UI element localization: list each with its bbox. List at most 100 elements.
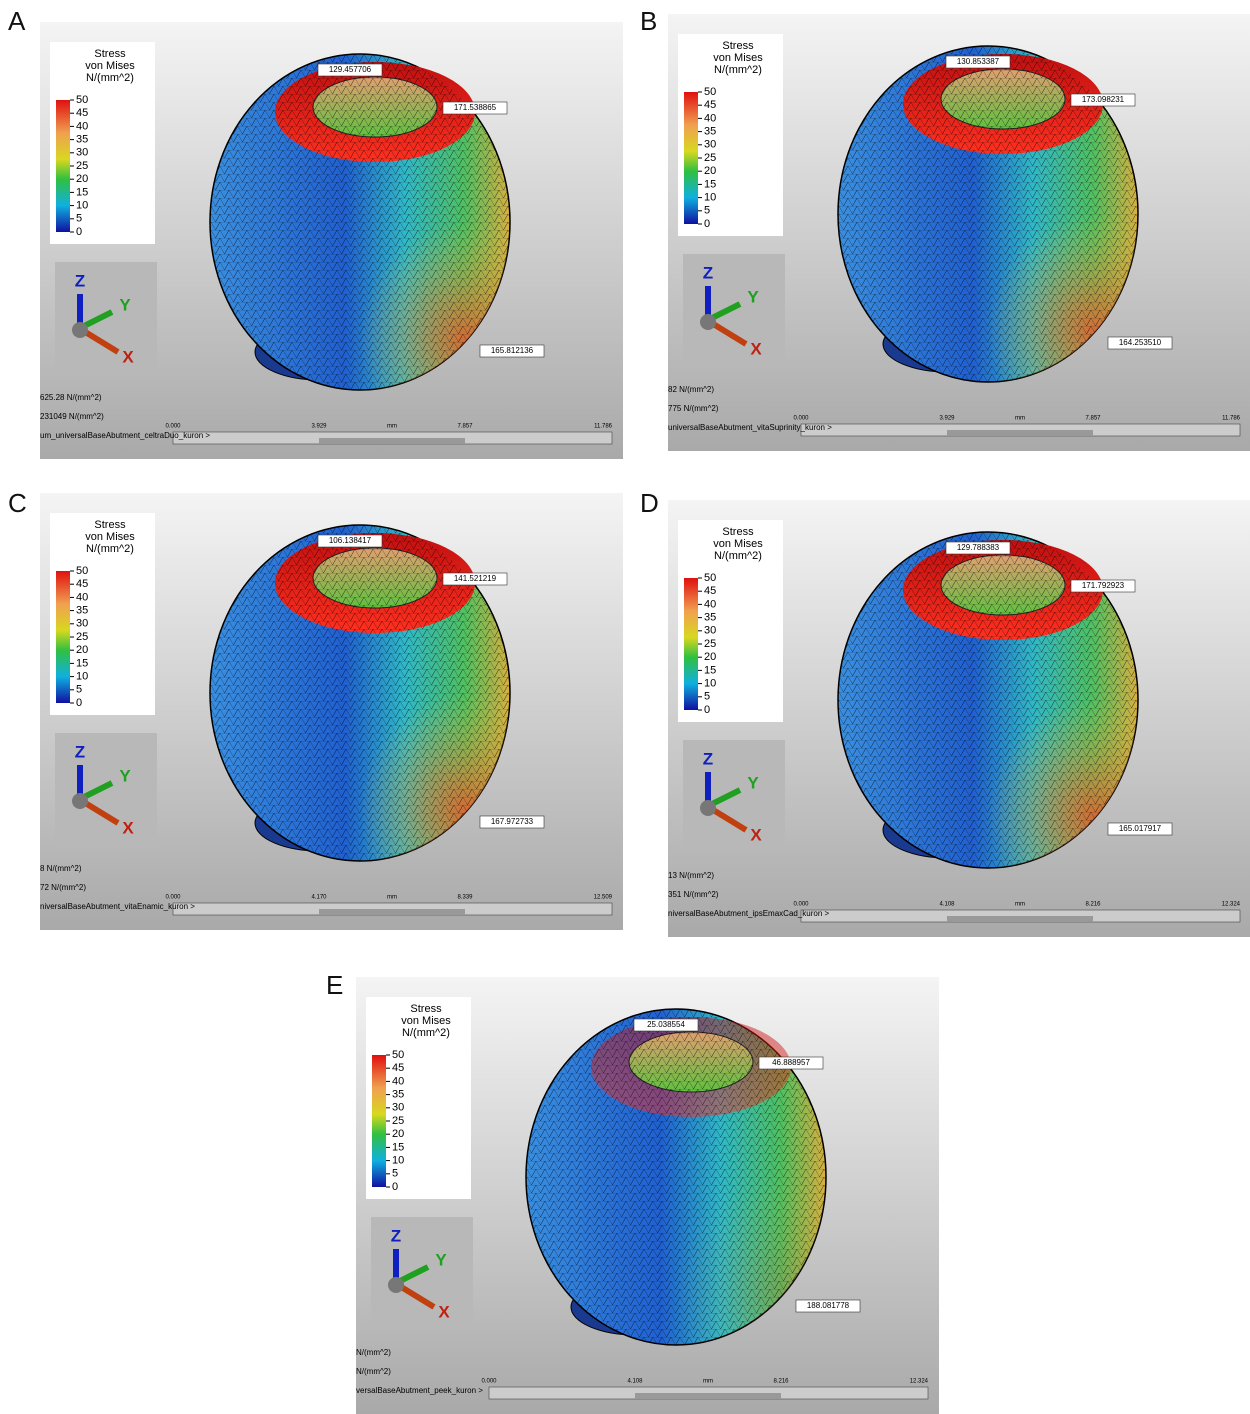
colorbar-label: 40 <box>392 1075 404 1087</box>
scale-seg <box>947 916 1093 922</box>
colorbar-label: 5 <box>704 205 710 217</box>
colorbar-label: 50 <box>704 86 716 98</box>
colorbar-label: 10 <box>76 200 88 212</box>
legend-title: N/(mm^2) <box>714 64 762 76</box>
colorbar-label: 15 <box>76 657 88 669</box>
model-name: um_universalBaseAbutment_celtraDuo_kuron… <box>40 431 210 440</box>
colorbar-label: 0 <box>704 218 710 230</box>
colorbar-label: 30 <box>704 139 716 151</box>
fea-panel: 129.457706171.538865165.812136Stressvon … <box>40 22 623 459</box>
axes-origin <box>700 314 716 330</box>
legend-title: von Mises <box>85 60 135 72</box>
scale-label: 8.339 <box>457 895 473 901</box>
colorbar <box>684 578 698 710</box>
legend-title: Stress <box>722 526 754 538</box>
axes-origin <box>700 800 716 816</box>
legend-title: N/(mm^2) <box>86 72 134 84</box>
colorbar-label: 25 <box>76 631 88 643</box>
axis-label: Y <box>747 287 759 306</box>
scale-label: 4.108 <box>939 902 955 908</box>
readout: N/(mm^2) <box>356 1367 391 1376</box>
annotation: 165.017917 <box>1119 824 1162 833</box>
scale-label: 8.216 <box>773 1379 789 1385</box>
scale-unit: mm <box>703 1379 713 1385</box>
axis-label: X <box>750 825 762 844</box>
axes-origin <box>72 793 88 809</box>
axes-box <box>55 733 157 847</box>
scale-unit: mm <box>1015 416 1025 422</box>
scale-unit: mm <box>387 895 397 901</box>
legend-title: von Mises <box>713 52 763 64</box>
colorbar-label: 25 <box>704 152 716 164</box>
colorbar-label: 40 <box>76 591 88 603</box>
colorbar-label: 0 <box>76 226 82 238</box>
legend-title: N/(mm^2) <box>86 543 134 555</box>
annotation: 25.038554 <box>647 1020 685 1029</box>
colorbar-label: 0 <box>392 1181 398 1193</box>
scale-label: 4.170 <box>311 895 327 901</box>
annotation: 164.253510 <box>1119 338 1162 347</box>
readout: 625.28 N/(mm^2) <box>40 393 102 402</box>
axes-origin <box>388 1277 404 1293</box>
legend-title: Stress <box>94 519 126 531</box>
legend-title: N/(mm^2) <box>714 550 762 562</box>
scale-label: 4.108 <box>627 1379 643 1385</box>
colorbar-label: 50 <box>704 572 716 584</box>
annotation: 129.457706 <box>329 65 372 74</box>
colorbar-label: 0 <box>76 697 82 709</box>
colorbar-label: 35 <box>76 605 88 617</box>
colorbar-label: 30 <box>76 618 88 630</box>
readout: 351 N/(mm^2) <box>668 890 719 899</box>
axis-label: Z <box>703 263 713 282</box>
colorbar-label: 5 <box>704 691 710 703</box>
model-name: versalBaseAbutment_peek_kuron > <box>356 1386 483 1395</box>
scale-label: 8.216 <box>1085 902 1101 908</box>
annotation: 171.792923 <box>1082 581 1125 590</box>
scale-label: 7.857 <box>1085 416 1101 422</box>
annotation: 171.538865 <box>454 103 497 112</box>
colorbar-label: 15 <box>392 1141 404 1153</box>
colorbar-label: 35 <box>704 126 716 138</box>
colorbar-label: 35 <box>76 134 88 146</box>
colorbar-label: 5 <box>76 684 82 696</box>
axis-label: Y <box>435 1250 447 1269</box>
axes-box <box>683 254 785 368</box>
colorbar-label: 45 <box>704 585 716 597</box>
colorbar-label: 15 <box>704 178 716 190</box>
colorbar-label: 0 <box>704 704 710 716</box>
colorbar-label: 40 <box>704 598 716 610</box>
colorbar-label: 30 <box>76 147 88 159</box>
annotation: 106.138417 <box>329 536 372 545</box>
scale-seg <box>319 909 465 915</box>
scale-unit: mm <box>387 424 397 430</box>
panel-letter: C <box>8 488 27 519</box>
colorbar-label: 5 <box>392 1168 398 1180</box>
scale-label: 0.000 <box>793 416 809 422</box>
colorbar-label: 45 <box>76 578 88 590</box>
axes-box <box>683 740 785 854</box>
annotation: 141.521219 <box>454 574 497 583</box>
colorbar-label: 20 <box>76 644 88 656</box>
axis-label: Z <box>75 742 85 761</box>
colorbar-label: 10 <box>704 192 716 204</box>
axis-label: Y <box>747 773 759 792</box>
annotation: 188.081778 <box>807 1301 850 1310</box>
colorbar <box>56 571 70 703</box>
annotation: 165.812136 <box>491 346 534 355</box>
scale-label: 11.786 <box>1222 416 1241 422</box>
readout: 72 N/(mm^2) <box>40 883 86 892</box>
colorbar-label: 20 <box>392 1128 404 1140</box>
colorbar-label: 10 <box>392 1155 404 1167</box>
colorbar-label: 20 <box>76 173 88 185</box>
colorbar-label: 45 <box>392 1062 404 1074</box>
annotation: 167.972733 <box>491 817 534 826</box>
scale-label: 0.000 <box>165 895 181 901</box>
readout: N/(mm^2) <box>356 1348 391 1357</box>
legend-title: Stress <box>410 1003 442 1015</box>
model-name: niversalBaseAbutment_vitaEnamic_kuron > <box>40 902 195 911</box>
colorbar-label: 10 <box>76 671 88 683</box>
axes-box <box>55 262 157 376</box>
axis-label: Z <box>703 749 713 768</box>
model-name: universalBaseAbutment_vitaSuprinity_kuro… <box>668 423 832 432</box>
